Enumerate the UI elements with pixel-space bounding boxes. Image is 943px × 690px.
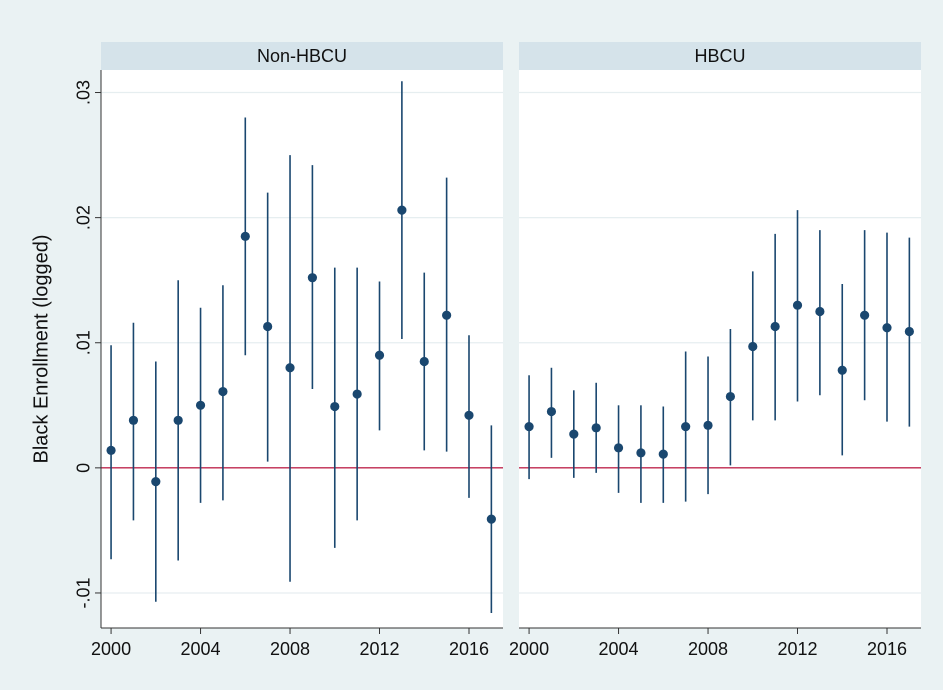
point	[748, 341, 758, 352]
point	[546, 406, 557, 417]
point	[792, 300, 803, 310]
point	[837, 365, 847, 375]
point	[106, 445, 116, 455]
point	[569, 429, 579, 439]
x-tick-label: 2000	[509, 639, 549, 659]
point	[464, 410, 474, 420]
point	[770, 321, 780, 332]
point	[442, 310, 452, 320]
point	[681, 421, 691, 432]
point	[285, 363, 295, 373]
point	[904, 326, 914, 337]
strip	[519, 42, 921, 70]
point	[882, 323, 892, 333]
point	[307, 273, 318, 283]
point	[860, 310, 870, 320]
strip	[101, 42, 503, 70]
x-tick-label: 2000	[91, 639, 131, 659]
x-tick-label: 2012	[777, 639, 817, 659]
point	[725, 391, 736, 402]
y-tick-label: -.01	[74, 577, 94, 608]
point	[263, 321, 273, 332]
point	[486, 514, 496, 524]
y-tick-label: .01	[74, 330, 94, 355]
x-tick-label: 2004	[599, 639, 639, 659]
point	[374, 350, 385, 360]
y-tick-label: 0	[74, 463, 94, 473]
x-tick-label: 2004	[181, 639, 221, 659]
point	[397, 205, 407, 215]
y-axis-label: Black Enrollment (logged)	[30, 235, 52, 464]
point	[195, 400, 206, 410]
point	[815, 306, 825, 317]
point	[218, 386, 228, 397]
x-tick-label: 2012	[359, 639, 399, 659]
point	[330, 401, 340, 412]
plot-area	[519, 70, 921, 628]
point	[151, 477, 161, 487]
y-tick-label: .02	[74, 205, 94, 230]
point	[613, 443, 624, 453]
point	[128, 415, 139, 425]
point	[419, 356, 429, 367]
x-tick-label: 2008	[688, 639, 728, 659]
y-tick-label: .03	[74, 80, 94, 105]
plot-area	[101, 70, 503, 628]
point	[240, 231, 250, 241]
point	[352, 389, 362, 399]
point	[173, 415, 183, 425]
panel-title: Non-HBCU	[257, 46, 347, 66]
x-tick-label: 2016	[867, 639, 907, 659]
point	[636, 448, 646, 458]
point	[703, 420, 713, 430]
point	[658, 449, 668, 459]
point	[524, 421, 534, 432]
point	[591, 423, 601, 433]
x-tick-label: 2008	[270, 639, 310, 659]
x-tick-label: 2016	[449, 639, 489, 659]
panel-title: HBCU	[694, 46, 745, 66]
